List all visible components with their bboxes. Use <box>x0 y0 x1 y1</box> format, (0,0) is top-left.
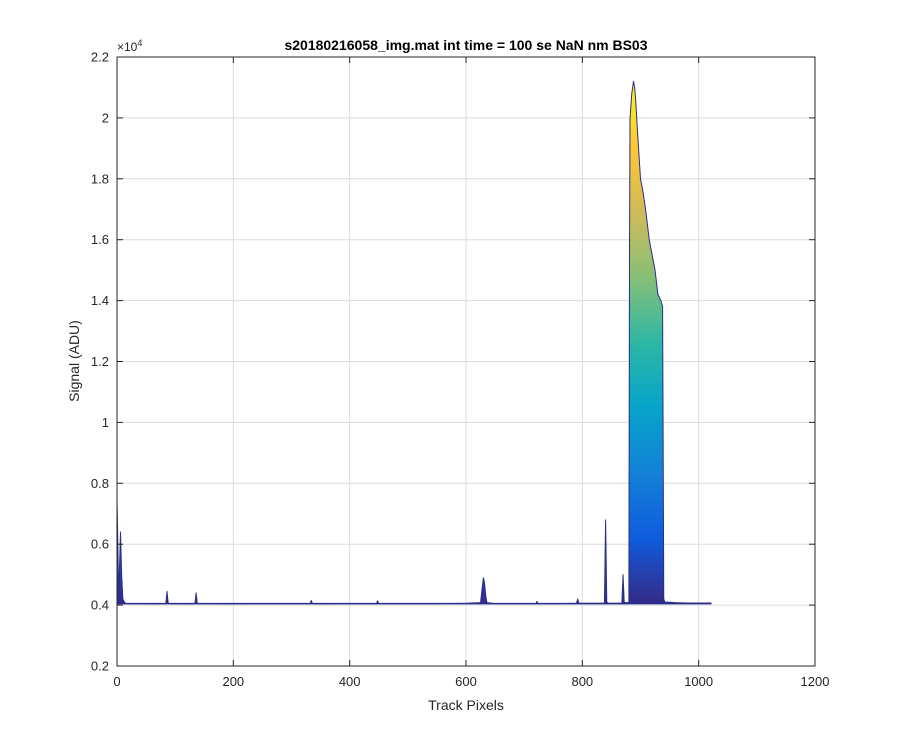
y-tick-label: 0.6 <box>91 537 109 552</box>
y-tick-label: 0.4 <box>91 598 109 613</box>
y-tick-label: 0.2 <box>91 659 109 674</box>
x-tick-label: 0 <box>113 674 120 689</box>
y-tick-label: 1 <box>102 415 109 430</box>
y-exponent-power: 4 <box>137 38 142 48</box>
y-tick-label: 1.2 <box>91 354 109 369</box>
chart-title: s20180216058_img.mat int time = 100 se N… <box>284 37 647 53</box>
x-tick-label: 1000 <box>684 674 713 689</box>
signal-area <box>117 81 712 604</box>
grid <box>117 57 815 666</box>
y-tick-label: 2.2 <box>91 50 109 65</box>
x-tick-label: 1200 <box>801 674 830 689</box>
x-tick-label: 400 <box>339 674 361 689</box>
y-tick-label: 1.4 <box>91 293 109 308</box>
x-tick-labels: 0 200 400 600 800 1000 1200 <box>113 674 829 689</box>
x-tick-label: 600 <box>455 674 477 689</box>
y-tick-label: 0.8 <box>91 476 109 491</box>
x-axis-label: Track Pixels <box>428 697 504 713</box>
y-exponent-base: ×10 <box>117 40 138 54</box>
y-exponent-label: ×104 <box>117 38 142 54</box>
y-tick-label: 1.8 <box>91 171 109 186</box>
ticks <box>116 56 816 667</box>
x-tick-label: 800 <box>571 674 593 689</box>
data-area <box>116 80 712 605</box>
y-tick-label: 1.6 <box>91 232 109 247</box>
y-tick-label: 2 <box>102 110 109 125</box>
y-tick-labels: 0.2 0.4 0.6 0.8 1 1.2 1.4 1.6 1.8 2 2.2 <box>91 50 109 674</box>
x-tick-label: 200 <box>222 674 244 689</box>
y-axis-label: Signal (ADU) <box>66 320 82 402</box>
